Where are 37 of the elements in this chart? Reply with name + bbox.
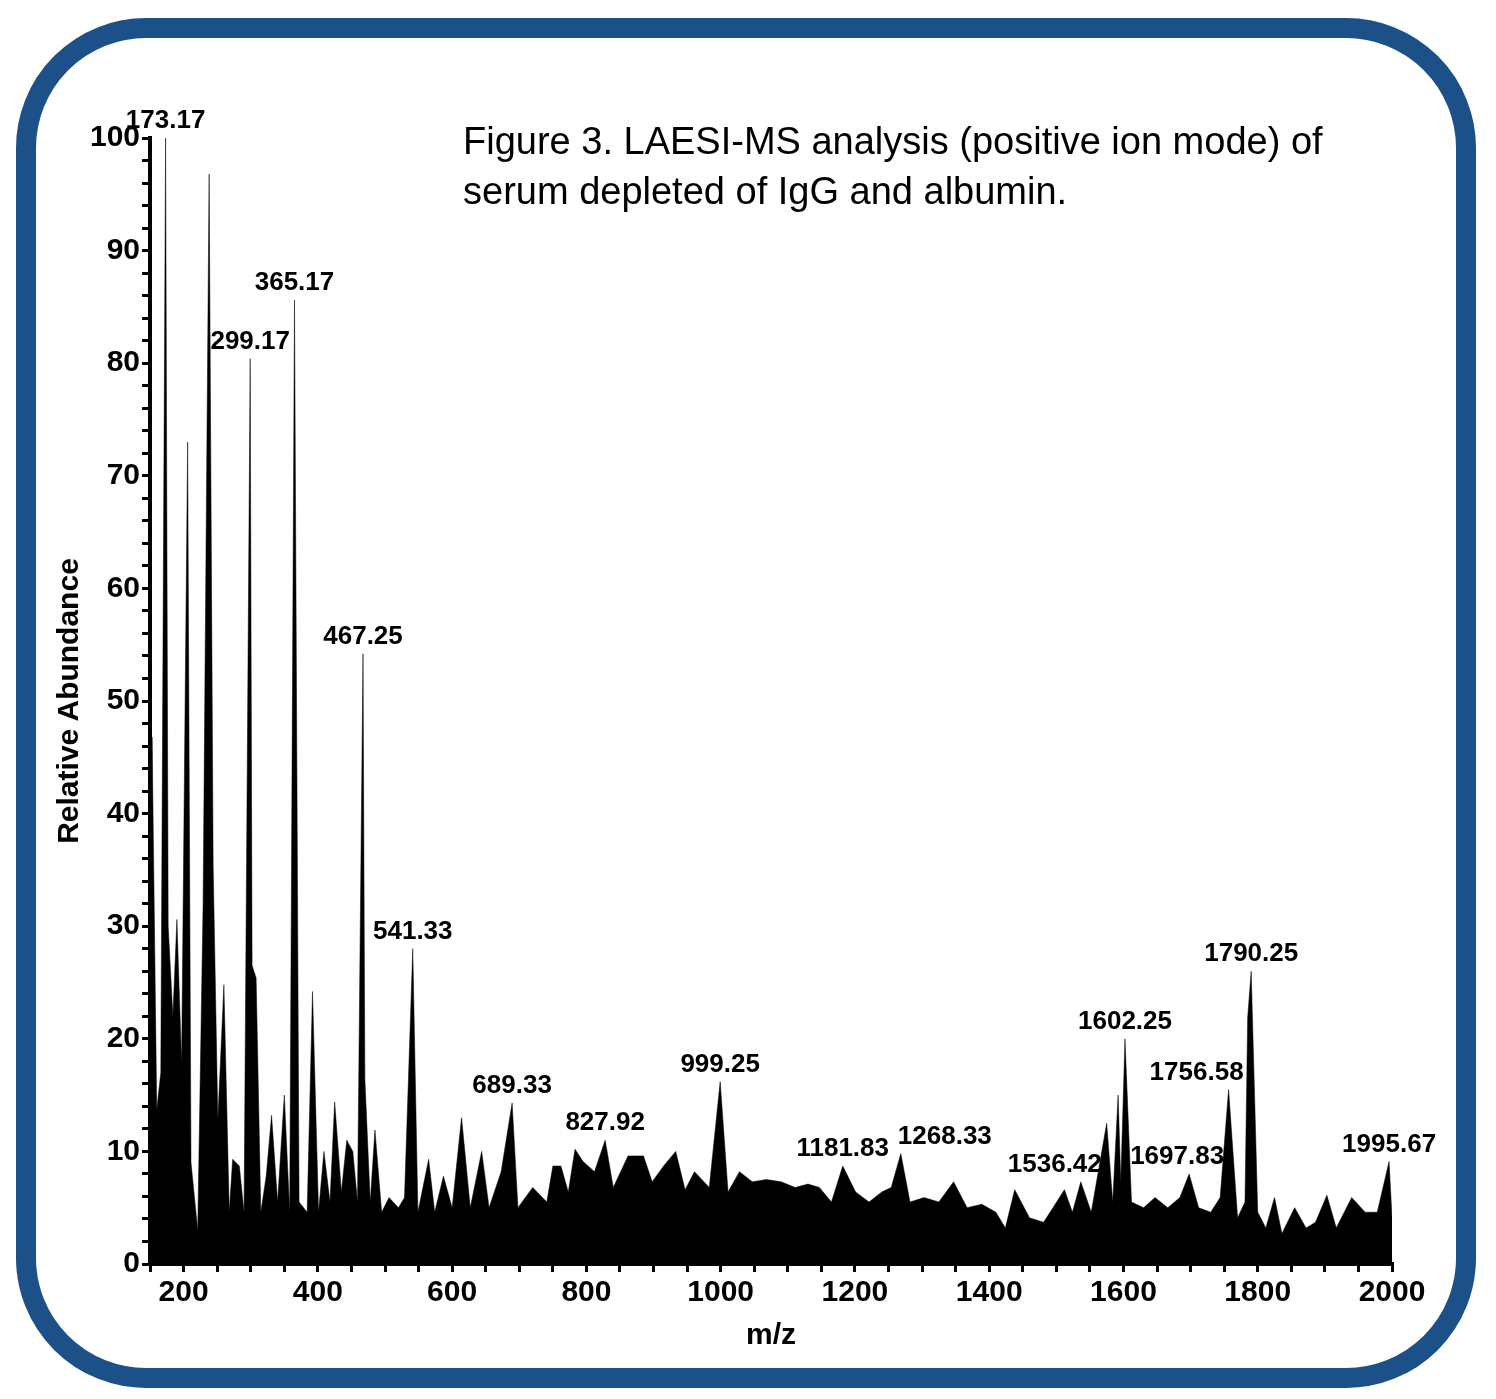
y-tick-label: 50 bbox=[106, 682, 141, 716]
chart-title: Figure 3. LAESI-MS analysis (positive ion mode) of serum depleted of IgG and albumin. bbox=[463, 119, 1324, 214]
annotation: 689.33 bbox=[472, 1069, 552, 1100]
x-tick-label: 2000 bbox=[1358, 1274, 1426, 1308]
y-tick-label: 30 bbox=[106, 907, 141, 941]
y-tick-label: 80 bbox=[106, 344, 141, 378]
x-tick-label: 200 bbox=[158, 1274, 209, 1308]
x-tick-label: 1200 bbox=[821, 1274, 889, 1308]
annotation: 1995.67 bbox=[1342, 1127, 1437, 1158]
annotation: 1181.83 bbox=[796, 1132, 890, 1163]
y-tick-label: 70 bbox=[106, 457, 141, 491]
x-tick-label: 400 bbox=[292, 1274, 343, 1308]
y-tick-label: 40 bbox=[106, 794, 141, 828]
annotation: 299.17 bbox=[210, 324, 290, 355]
x-tick-label: 600 bbox=[427, 1274, 478, 1308]
x-axis-title: m/z bbox=[746, 1317, 797, 1351]
x-tick-label: 1000 bbox=[687, 1274, 755, 1308]
x-tick-label: 1600 bbox=[1090, 1274, 1157, 1308]
annotation: 827.92 bbox=[565, 1106, 645, 1137]
annotation: 999.25 bbox=[680, 1047, 760, 1078]
x-tick-label: 800 bbox=[561, 1274, 612, 1308]
annotation: 467.25 bbox=[323, 619, 403, 650]
annotation: 1602.25 bbox=[1077, 1004, 1172, 1035]
annotation: 1268.33 bbox=[897, 1119, 992, 1150]
annotation: 541.33 bbox=[373, 914, 453, 945]
y-axis-title: Relative Abundance bbox=[51, 558, 85, 844]
annotation: 1756.58 bbox=[1149, 1055, 1244, 1086]
y-tick-label: 90 bbox=[106, 231, 141, 265]
y-tick-label: 20 bbox=[106, 1020, 141, 1054]
x-tick-label: 1800 bbox=[1224, 1274, 1292, 1308]
annotation: 1697.83 bbox=[1130, 1140, 1225, 1171]
x-tick-label: 1400 bbox=[955, 1274, 1023, 1308]
y-tick-label: 10 bbox=[106, 1132, 141, 1166]
y-tick-label: 60 bbox=[106, 569, 141, 603]
y-tick-label: 0 bbox=[123, 1245, 141, 1279]
annotation: 365.17 bbox=[254, 266, 335, 297]
annotation: 1790.25 bbox=[1204, 937, 1299, 968]
